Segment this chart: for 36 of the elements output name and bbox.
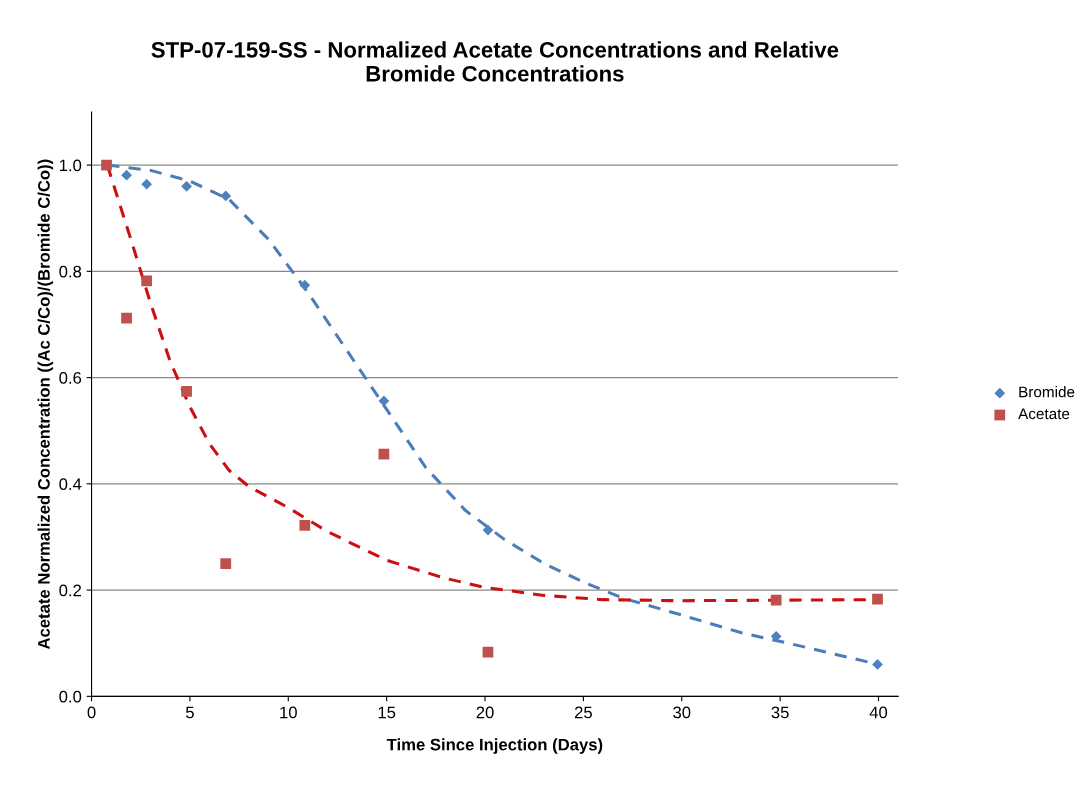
chart-title: STP-07-159-SS - Normalized Acetate Concentrations and Relative Bromide Concentrations [151,41,839,82]
point [181,386,192,397]
point [220,558,232,569]
x-tick-label: 40 [869,706,888,719]
x-tick-label: 10 [280,706,297,719]
legend-label: Bromide [1019,386,1075,398]
x-tick-label: 5 [185,706,194,719]
point [482,524,494,536]
point [299,279,311,291]
x-axis-title: Time Since Injection (Days) [386,738,603,754]
x-tick-label: 20 [476,706,494,719]
point [220,190,232,202]
point [299,519,311,531]
y-tick-label: 0.0 [59,690,82,703]
y-tick-label: 0.2 [59,584,81,597]
x-tick-label: 15 [378,706,396,719]
y-tick-label: 0.6 [59,371,82,384]
x-tick-label: 35 [771,706,789,719]
x-tick-label: 30 [673,706,691,719]
point [141,178,153,190]
legend-label: Acetate [1018,408,1070,420]
y-axis-title: Acetate Normalized Concentration ((Ac C/Co)/(Bromide C/Co)) [37,159,54,650]
y-tick-label: 1.0 [59,159,82,172]
x-tick-label: 25 [574,706,592,719]
point [181,180,192,192]
point [872,659,883,670]
point [482,646,494,658]
point [770,594,782,606]
point [101,159,112,171]
x-tick-label: 0 [87,706,96,719]
y-tick-label: 0.4 [59,478,82,491]
point [121,169,132,181]
point [872,593,883,605]
point [141,275,153,287]
point [121,312,132,324]
y-tick-label: 0.8 [59,265,82,278]
